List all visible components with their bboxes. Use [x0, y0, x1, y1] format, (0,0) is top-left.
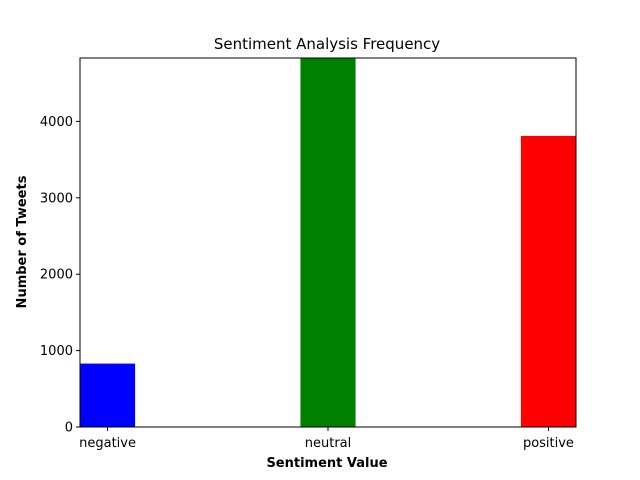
- x-tick-label-negative: negative: [79, 436, 136, 451]
- y-tick-label: 2000: [40, 268, 73, 283]
- bar-negative: [80, 363, 136, 427]
- y-tick-label: 4000: [40, 115, 73, 130]
- x-axis-title: Sentiment Value: [266, 456, 387, 471]
- x-tick-label-positive: positive: [523, 436, 574, 451]
- y-tick-label: 1000: [40, 344, 73, 359]
- y-tick-label: 0: [65, 421, 73, 436]
- chart-title: Sentiment Analysis Frequency: [214, 35, 440, 53]
- bar-positive: [520, 135, 576, 427]
- y-axis-ticks: 0 1000 2000 3000 4000: [40, 115, 80, 436]
- y-axis-title: Number of Tweets: [15, 175, 30, 308]
- plot-frame: [79, 57, 577, 428]
- bar-neutral: [300, 58, 356, 427]
- y-tick-label: 3000: [40, 191, 73, 206]
- x-tick-label-neutral: neutral: [305, 436, 352, 451]
- x-axis-ticks: negative neutral positive: [79, 427, 574, 451]
- bars-group: [80, 58, 576, 427]
